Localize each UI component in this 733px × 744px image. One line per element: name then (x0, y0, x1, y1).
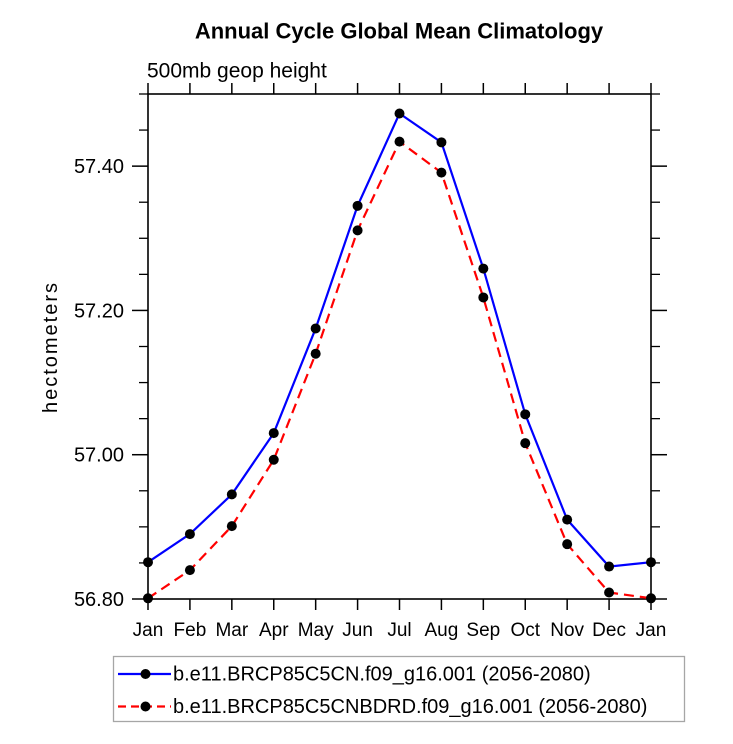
y-tick-label: 57.00 (74, 445, 124, 467)
x-tick-label: Jun (342, 620, 373, 641)
legend-label: b.e11.BRCP85C5CN.f09_g16.001 (2056-2080) (173, 664, 591, 686)
x-tick-label: Apr (259, 620, 289, 641)
data-point (562, 514, 573, 525)
y-tick-label: 57.40 (74, 156, 124, 178)
legend: b.e11.BRCP85C5CN.f09_g16.001 (2056-2080)… (112, 655, 686, 723)
data-point (226, 521, 237, 532)
data-point (478, 263, 489, 274)
y-axis-label: hectometers (40, 281, 62, 413)
data-point (478, 292, 489, 303)
x-tick-label: Feb (174, 620, 207, 641)
legend-entry-0: b.e11.BRCP85C5CN.f09_g16.001 (2056-2080) (118, 664, 591, 686)
x-tick-label: Mar (215, 620, 248, 641)
data-point (184, 529, 195, 540)
data-point (646, 593, 656, 604)
x-tick-label: Nov (550, 620, 584, 641)
data-point (268, 454, 279, 465)
data-point (394, 136, 405, 147)
legend-marker-icon (140, 669, 151, 679)
data-point (310, 323, 321, 334)
data-point (520, 409, 531, 420)
data-point (646, 557, 656, 568)
plot-frame (147, 93, 652, 600)
legend-marker-icon (140, 701, 151, 712)
x-tick-label: May (298, 620, 334, 641)
data-point (520, 438, 531, 449)
chart-subtitle: 500mb geop height (147, 60, 327, 83)
x-tick-label: Jan (636, 620, 667, 641)
y-tick-label: 56.80 (74, 589, 124, 611)
series-line-0 (147, 111, 652, 568)
data-point (226, 489, 237, 500)
chart-title: Annual Cycle Global Mean Climatology (195, 19, 604, 44)
data-point (310, 348, 321, 359)
x-tick-label: Sep (466, 620, 500, 641)
y-tick-label: 57.20 (74, 300, 124, 322)
data-point (604, 561, 615, 572)
data-point (268, 428, 279, 439)
data-point (184, 565, 195, 576)
x-tick-label: Jul (387, 620, 411, 641)
data-point (143, 557, 153, 568)
legend-entry-1: b.e11.BRCP85C5CNBDRD.f09_g16.001 (2056-2… (118, 696, 647, 718)
data-point (352, 200, 363, 211)
legend-box (112, 655, 686, 723)
x-tick-label: Dec (592, 620, 626, 641)
x-tick-label: Oct (510, 620, 540, 641)
data-point (436, 167, 447, 178)
data-point (352, 225, 363, 236)
legend-label: b.e11.BRCP85C5CNBDRD.f09_g16.001 (2056-2… (173, 696, 647, 718)
data-point (394, 108, 405, 119)
x-tick-label: Aug (425, 620, 459, 641)
data-point (143, 593, 153, 604)
data-point (436, 137, 447, 148)
x-tick-label: Jan (133, 620, 164, 641)
data-point (604, 587, 615, 598)
data-point (562, 539, 573, 550)
plot-area: Jan Feb Mar Apr May Jun Jul Aug Sep Oct Nov Dec Jan 5… (74, 83, 667, 641)
